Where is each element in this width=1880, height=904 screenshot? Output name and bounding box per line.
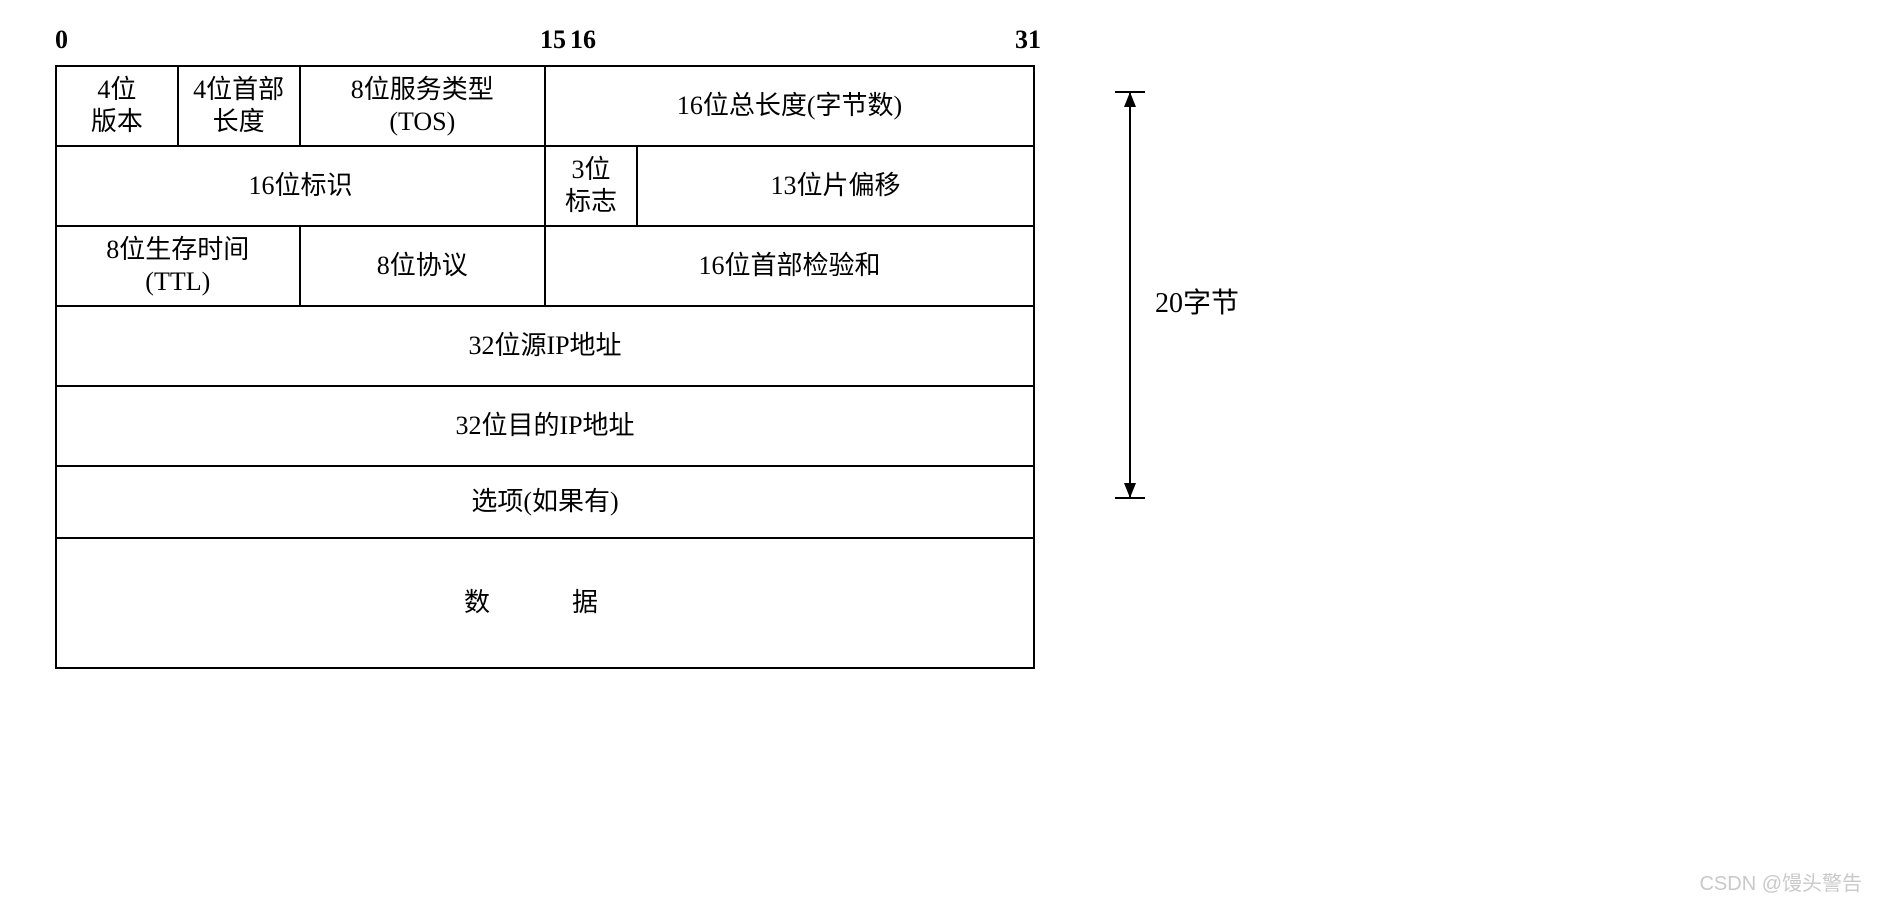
field-frag-offset: 13位片偏移 <box>637 146 1034 226</box>
bit-ruler: 0 15 16 31 <box>55 25 1215 65</box>
ip-header-diagram: 0 15 16 31 4位版本 4位首部长度 8位服务类型(TOS) 16位总长… <box>55 25 1215 669</box>
field-version: 4位版本 <box>56 66 178 146</box>
canvas: 0 15 16 31 4位版本 4位首部长度 8位服务类型(TOS) 16位总长… <box>0 0 1880 904</box>
field-flags: 3位标志 <box>545 146 637 226</box>
field-identification: 16位标识 <box>56 146 545 226</box>
field-checksum: 16位首部检验和 <box>545 226 1034 306</box>
dimension-20-bytes: 20字节 <box>1115 91 1275 499</box>
ip-header-grid: 4位版本 4位首部长度 8位服务类型(TOS) 16位总长度(字节数) 16位标… <box>55 65 1035 669</box>
field-tos: 8位服务类型(TOS) <box>300 66 546 146</box>
field-protocol: 8位协议 <box>300 226 546 306</box>
field-ttl: 8位生存时间(TTL) <box>56 226 300 306</box>
field-ihl: 4位首部长度 <box>178 66 300 146</box>
field-src-ip: 32位源IP地址 <box>56 306 1034 386</box>
ruler-16: 16 <box>570 25 596 55</box>
ruler-0: 0 <box>55 25 68 55</box>
ruler-15: 15 <box>540 25 566 55</box>
dimension-label: 20字节 <box>1155 281 1239 321</box>
field-data: 数 据 <box>56 538 1034 668</box>
watermark: CSDN @馒头警告 <box>1699 867 1862 896</box>
field-dst-ip: 32位目的IP地址 <box>56 386 1034 466</box>
ruler-31: 31 <box>1015 25 1041 55</box>
field-options: 选项(如果有) <box>56 466 1034 538</box>
field-total-length: 16位总长度(字节数) <box>545 66 1034 146</box>
